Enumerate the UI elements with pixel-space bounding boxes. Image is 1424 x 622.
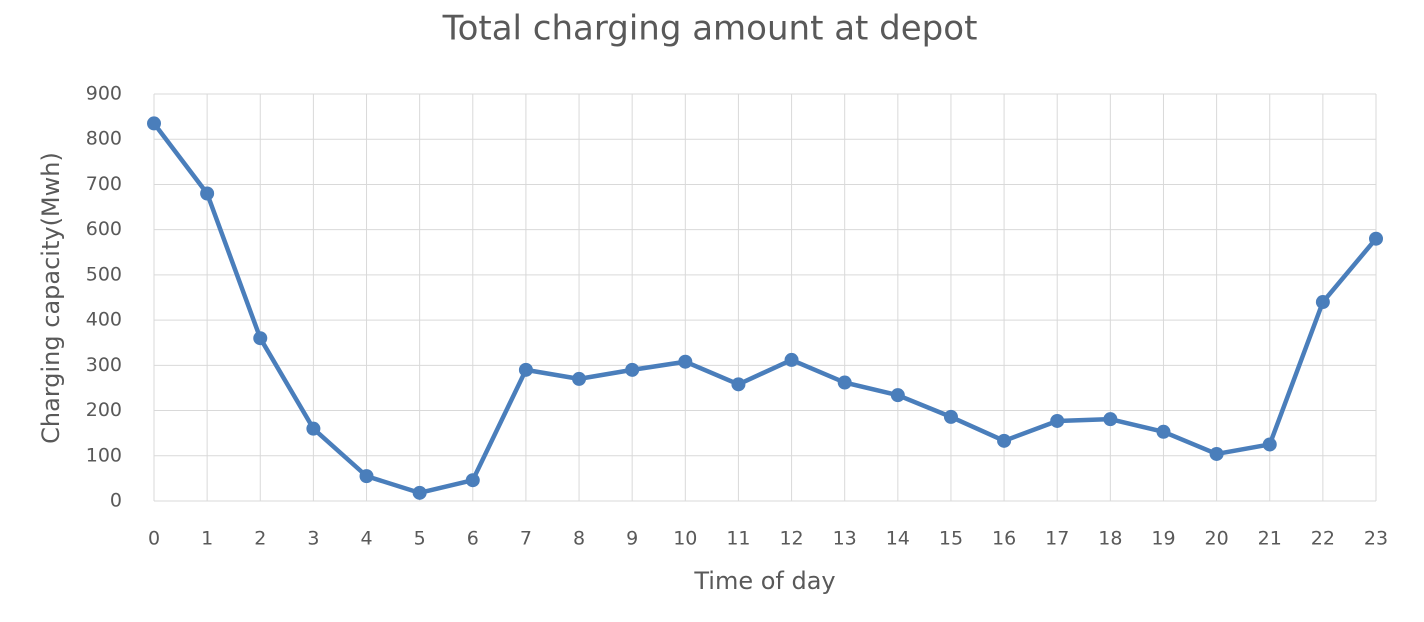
y-tick-label: 900: [86, 83, 122, 105]
data-point: [147, 116, 161, 131]
y-tick-label: 600: [86, 218, 122, 240]
x-tick-label: 10: [673, 528, 697, 550]
x-tick-label: 3: [307, 528, 319, 550]
data-line: [152, 122, 1378, 496]
data-point: [731, 377, 746, 392]
x-tick-label: 18: [1098, 528, 1122, 550]
data-point: [837, 375, 852, 390]
y-tick-label: 800: [86, 128, 122, 150]
data-point: [518, 362, 533, 377]
y-axis-label: Charging capacity(Mwh): [37, 152, 65, 444]
data-point: [412, 485, 427, 500]
x-tick-label: 9: [626, 528, 638, 550]
data-point: [1103, 412, 1118, 427]
data-point: [678, 354, 693, 369]
data-point: [572, 371, 587, 386]
y-tick-label: 400: [86, 309, 122, 331]
x-tick-label: 11: [726, 528, 750, 550]
y-tick-label: 300: [86, 354, 122, 376]
data-point: [784, 352, 799, 367]
y-tick-label: 100: [86, 444, 122, 466]
data-point: [306, 421, 321, 436]
y-tick-label: 700: [86, 173, 122, 195]
x-tick-label: 19: [1151, 528, 1175, 550]
x-tick-label: 1: [201, 528, 213, 550]
x-tick-label: 13: [833, 528, 857, 550]
data-point: [625, 362, 640, 377]
x-tick-label: 2: [254, 528, 266, 550]
x-tick-label: 12: [779, 528, 803, 550]
data-point: [359, 469, 374, 484]
data-point: [1209, 446, 1224, 461]
data-point: [1369, 231, 1383, 246]
y-tick-label: 500: [86, 263, 122, 285]
x-tick-label: 21: [1258, 528, 1282, 550]
x-tick-label: 7: [520, 528, 532, 550]
x-tick-label: 15: [939, 528, 963, 550]
data-point: [1050, 413, 1065, 428]
x-axis-label: Time of day: [693, 567, 835, 595]
x-tick-label: 6: [467, 528, 479, 550]
x-tick-label: 20: [1205, 528, 1229, 550]
data-point: [253, 331, 268, 346]
x-tick-label: 23: [1364, 528, 1388, 550]
chart-title: Total charging amount at depot: [442, 9, 978, 49]
x-tick-label: 17: [1045, 528, 1069, 550]
data-point: [465, 473, 480, 488]
x-tick-label: 8: [573, 528, 585, 550]
x-tick-label: 5: [414, 528, 426, 550]
data-point: [1315, 295, 1330, 310]
data-point: [890, 388, 905, 403]
data-point: [1262, 437, 1277, 452]
data-point: [943, 409, 958, 424]
x-tick-label: 0: [148, 528, 160, 550]
x-tick-label: 16: [992, 528, 1016, 550]
y-tick-label: 0: [110, 490, 122, 512]
x-tick-label: 4: [360, 528, 372, 550]
x-tick-label: 22: [1311, 528, 1335, 550]
data-point: [997, 433, 1012, 448]
y-tick-label: 200: [86, 399, 122, 421]
data-point: [200, 186, 215, 201]
data-point: [1156, 424, 1171, 439]
x-tick-label: 14: [886, 528, 910, 550]
